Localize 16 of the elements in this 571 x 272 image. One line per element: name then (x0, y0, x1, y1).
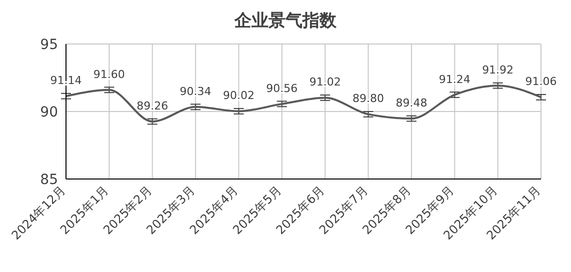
data-label: 91.24 (438, 72, 470, 86)
data-label: 89.48 (396, 96, 428, 110)
data-label: 91.92 (482, 64, 514, 77)
y-tick-label: 85 (40, 172, 58, 188)
data-label: 91.06 (525, 75, 557, 88)
data-label: 90.02 (222, 89, 254, 102)
y-tick-label: 90 (40, 104, 58, 120)
data-label: 91.02 (309, 76, 341, 89)
line-series (66, 84, 541, 122)
data-label: 89.26 (136, 99, 168, 112)
data-label: 89.80 (352, 92, 384, 106)
y-tick-label: 95 (40, 36, 58, 53)
data-label: 91.60 (93, 68, 125, 81)
data-label: 90.56 (266, 82, 298, 95)
chart-title: 企业景气指数 (233, 10, 338, 33)
data-label: 90.34 (180, 84, 212, 98)
